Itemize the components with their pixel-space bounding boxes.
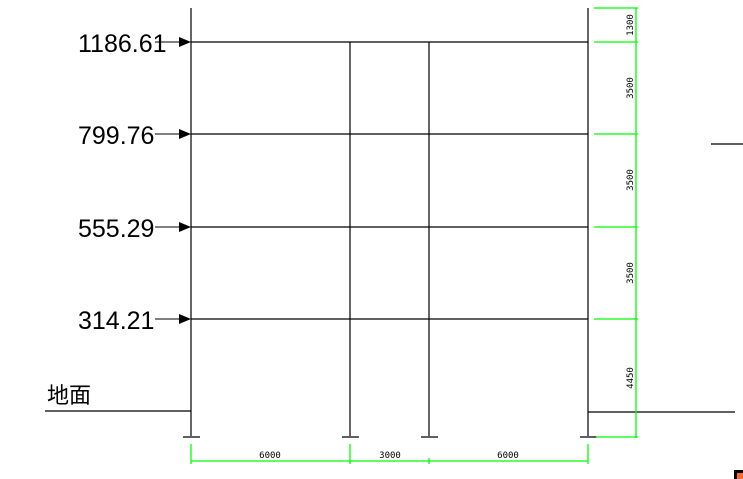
dim-label-3500-c: 3500 [626, 262, 636, 284]
level-label-2: 555.29 [78, 215, 154, 243]
level-arrow-icon [155, 37, 191, 47]
horizontal-dim-labels: 6000 3000 6000 [259, 451, 519, 461]
level-arrow-icon [155, 129, 191, 139]
level-label-1: 314.21 [78, 307, 154, 335]
level-label-3: 799.76 [78, 122, 154, 150]
vertical-dimensions [594, 7, 638, 438]
level-arrow-icon [155, 314, 191, 324]
dim-label-3500-a: 3500 [626, 77, 636, 99]
vertical-dim-labels: 1300 3500 3500 3500 4450 [626, 14, 636, 389]
frame [45, 8, 743, 438]
dim-label-1300: 1300 [626, 14, 636, 36]
horizontal-dimensions [190, 444, 589, 464]
dim-label-3000: 3000 [379, 451, 401, 461]
dim-label-6000-b: 6000 [497, 451, 519, 461]
level-label-4: 1186.61 [78, 30, 167, 58]
level-labels: 1186.61 799.76 555.29 314.21 地面 [47, 30, 191, 409]
level-arrow-icon [155, 222, 191, 232]
dim-label-4450: 4450 [626, 367, 636, 389]
dim-label-6000-a: 6000 [259, 451, 281, 461]
dim-label-3500-b: 3500 [626, 169, 636, 191]
ground-label: 地面 [47, 384, 91, 409]
